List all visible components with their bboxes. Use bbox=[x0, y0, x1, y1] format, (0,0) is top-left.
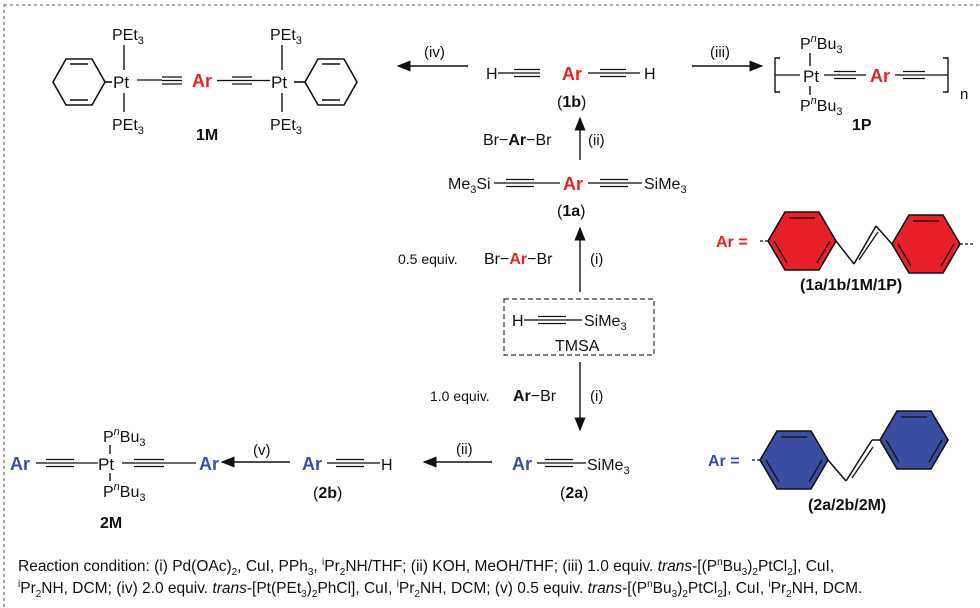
svg-text:(iv): (iv) bbox=[424, 44, 445, 61]
label-1M: 1M bbox=[196, 127, 218, 144]
label-2b: 2b bbox=[318, 485, 337, 502]
ar-key-red: Ar = (1a/1b/1M/1P) bbox=[716, 211, 975, 294]
svg-text:Ar: Ar bbox=[10, 454, 30, 474]
svg-text:(i): (i) bbox=[590, 388, 603, 405]
label-1b: 1b bbox=[562, 94, 581, 111]
svg-text:1.0 equiv.: 1.0 equiv. bbox=[430, 388, 490, 404]
reaction-conditions: Reaction condition: (i) Pd(OAc)2, CuI, P… bbox=[18, 556, 863, 601]
svg-text:(2b): (2b) bbox=[313, 485, 342, 502]
label-1a: 1a bbox=[562, 203, 580, 220]
label-2a: 2a bbox=[565, 485, 583, 502]
svg-text:H: H bbox=[381, 457, 393, 474]
svg-text:(1a): (1a) bbox=[557, 203, 585, 220]
compound-2M: Ar Pt PnBu3 PnBu3 Ar 2M bbox=[10, 426, 219, 532]
svg-text:Ar: Ar bbox=[870, 66, 890, 86]
svg-text:SiMe3: SiMe3 bbox=[644, 176, 687, 196]
pt-label: Pt bbox=[113, 73, 129, 92]
svg-text:Me3Si: Me3Si bbox=[448, 176, 491, 196]
svg-text:PnBu3: PnBu3 bbox=[103, 426, 146, 449]
compound-2b: Ar H (2b) bbox=[302, 454, 393, 502]
phenyl-ring-right bbox=[304, 58, 358, 106]
svg-text:Pt: Pt bbox=[271, 73, 287, 92]
svg-text:PEt3: PEt3 bbox=[270, 27, 302, 47]
svg-text:SiMe3: SiMe3 bbox=[584, 313, 627, 333]
scheme-frame bbox=[3, 4, 980, 608]
label-2M: 2M bbox=[100, 515, 122, 532]
svg-text:(1b): (1b) bbox=[557, 94, 586, 111]
benzene-ring-red-left bbox=[767, 211, 837, 271]
svg-text:PnBu3: PnBu3 bbox=[800, 33, 843, 56]
svg-text:Ar: Ar bbox=[562, 64, 582, 84]
svg-text:n: n bbox=[960, 86, 968, 103]
svg-text:Br−Ar−Br: Br−Ar−Br bbox=[483, 132, 552, 149]
svg-text:(2a): (2a) bbox=[560, 485, 588, 502]
compound-1b: H Ar H (1b) bbox=[486, 64, 656, 111]
svg-text:PnBu3: PnBu3 bbox=[103, 481, 146, 504]
label-1P: 1P bbox=[852, 117, 872, 134]
compound-1M: Pt PEt3 PEt3 Ar Pt PEt3 PEt3 1M bbox=[52, 27, 358, 144]
svg-text:(v): (v) bbox=[253, 442, 271, 459]
svg-text:Ar: Ar bbox=[302, 454, 322, 474]
svg-text:PnBu3: PnBu3 bbox=[800, 95, 843, 118]
svg-text:0.5 equiv.: 0.5 equiv. bbox=[398, 251, 458, 267]
svg-text:(i): (i) bbox=[590, 251, 603, 268]
svg-text:Ar: Ar bbox=[199, 454, 219, 474]
svg-text:Br−Ar−Br: Br−Ar−Br bbox=[484, 251, 553, 268]
ar-key-blue-label: (2a/2b/2M) bbox=[808, 497, 886, 514]
ar-key-red-label: (1a/1b/1M/1P) bbox=[800, 277, 902, 294]
compound-2a: Ar SiMe3 (2a) bbox=[512, 454, 630, 502]
svg-text:Ar =: Ar = bbox=[708, 453, 740, 470]
svg-text:Ar =: Ar = bbox=[716, 234, 748, 251]
svg-text:H: H bbox=[644, 66, 656, 83]
svg-text:Pt: Pt bbox=[98, 455, 114, 474]
benzene-ring-blue-right bbox=[879, 410, 949, 470]
svg-text:(iii): (iii) bbox=[710, 44, 730, 61]
compound-tmsa: H SiMe3 TMSA bbox=[503, 298, 655, 356]
svg-text:PEt3: PEt3 bbox=[270, 117, 302, 137]
svg-text:PEt3: PEt3 bbox=[112, 27, 144, 47]
svg-text:Ar: Ar bbox=[563, 174, 583, 194]
svg-text:Ar: Ar bbox=[512, 454, 532, 474]
compound-1P: PnBu3 Pt PnBu3 Ar n 1P bbox=[774, 33, 968, 134]
svg-text:Ar−Br: Ar−Br bbox=[513, 388, 557, 405]
ar-key-blue: Ar = (2a/2b/2M) bbox=[708, 410, 949, 514]
phenyl-ring-left bbox=[52, 58, 106, 106]
label-tmsa: TMSA bbox=[555, 338, 600, 355]
ar-label: Ar bbox=[192, 71, 212, 91]
benzene-ring-blue-left bbox=[759, 430, 829, 490]
svg-text:(ii): (ii) bbox=[456, 441, 473, 458]
svg-text:PEt3: PEt3 bbox=[112, 117, 144, 137]
benzene-ring-red-right bbox=[891, 214, 961, 274]
svg-text:H: H bbox=[486, 66, 498, 83]
svg-text:Pt: Pt bbox=[803, 67, 819, 86]
svg-text:SiMe3: SiMe3 bbox=[587, 457, 630, 477]
compound-1a: Me3Si Ar SiMe3 (1a) bbox=[448, 174, 687, 220]
svg-text:H: H bbox=[512, 313, 524, 330]
svg-text:(ii): (ii) bbox=[588, 132, 605, 149]
